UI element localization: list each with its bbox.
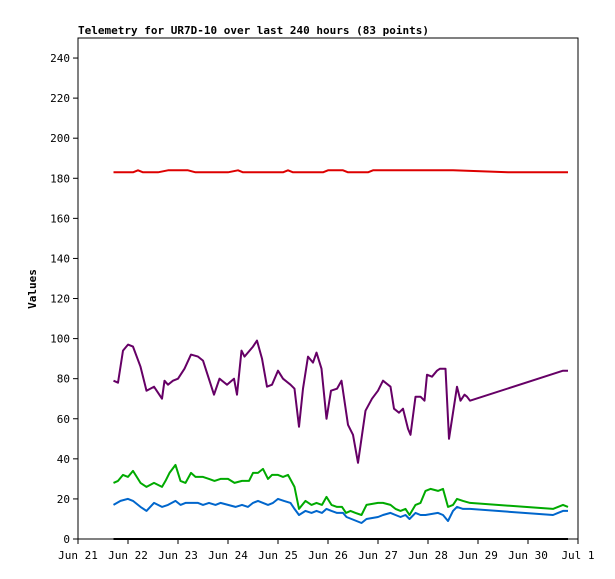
y-tick-label: 160 xyxy=(50,212,70,225)
x-tick-label: Jun 27 xyxy=(358,549,398,562)
plot-area xyxy=(77,37,579,540)
x-tick-label: Jun 24 xyxy=(208,549,248,562)
y-tick-label: 60 xyxy=(57,413,70,426)
x-tick-label: Jun 22 xyxy=(108,549,148,562)
x-tick-label: Jul 1 xyxy=(561,549,594,562)
x-tick-label: Jun 23 xyxy=(158,549,198,562)
series-line-0 xyxy=(113,169,568,174)
chart-title: Telemetry for UR7D-10 over last 240 hour… xyxy=(78,24,429,37)
y-tick-label: 100 xyxy=(50,333,70,346)
series-line-1 xyxy=(113,339,568,464)
y-tick-label: 220 xyxy=(50,92,70,105)
y-tick-label: 40 xyxy=(57,453,70,466)
y-tick-label: 240 xyxy=(50,52,70,65)
y-tick-label: 140 xyxy=(50,252,70,265)
x-tick-label: Jun 25 xyxy=(258,549,298,562)
y-axis-label: Values xyxy=(26,269,39,309)
y-tick-label: 200 xyxy=(50,132,70,145)
series-group xyxy=(113,169,569,540)
x-tick-label: Jun 21 xyxy=(58,549,98,562)
y-tick-label: 20 xyxy=(57,493,70,506)
x-tick-label: Jun 26 xyxy=(308,549,348,562)
series-line-3 xyxy=(113,497,568,524)
y-tick-label: 120 xyxy=(50,293,70,306)
series-line-2 xyxy=(113,463,569,516)
x-axis: Jun 21 Jun 22 Jun 23 Jun 24 Jun 25 Jun 26 Jun … xyxy=(58,539,595,562)
x-tick-label: Jun 30 xyxy=(508,549,548,562)
x-tick-label: Jun 28 xyxy=(408,549,448,562)
y-tick-label: 0 xyxy=(63,533,70,546)
x-tick-label: Jun 29 xyxy=(458,549,498,562)
y-tick-label: 180 xyxy=(50,172,70,185)
y-axis: 0 20 40 60 80 100 120 140 160 180 200 220 240 xyxy=(50,52,78,546)
y-tick-label: 80 xyxy=(57,373,70,386)
